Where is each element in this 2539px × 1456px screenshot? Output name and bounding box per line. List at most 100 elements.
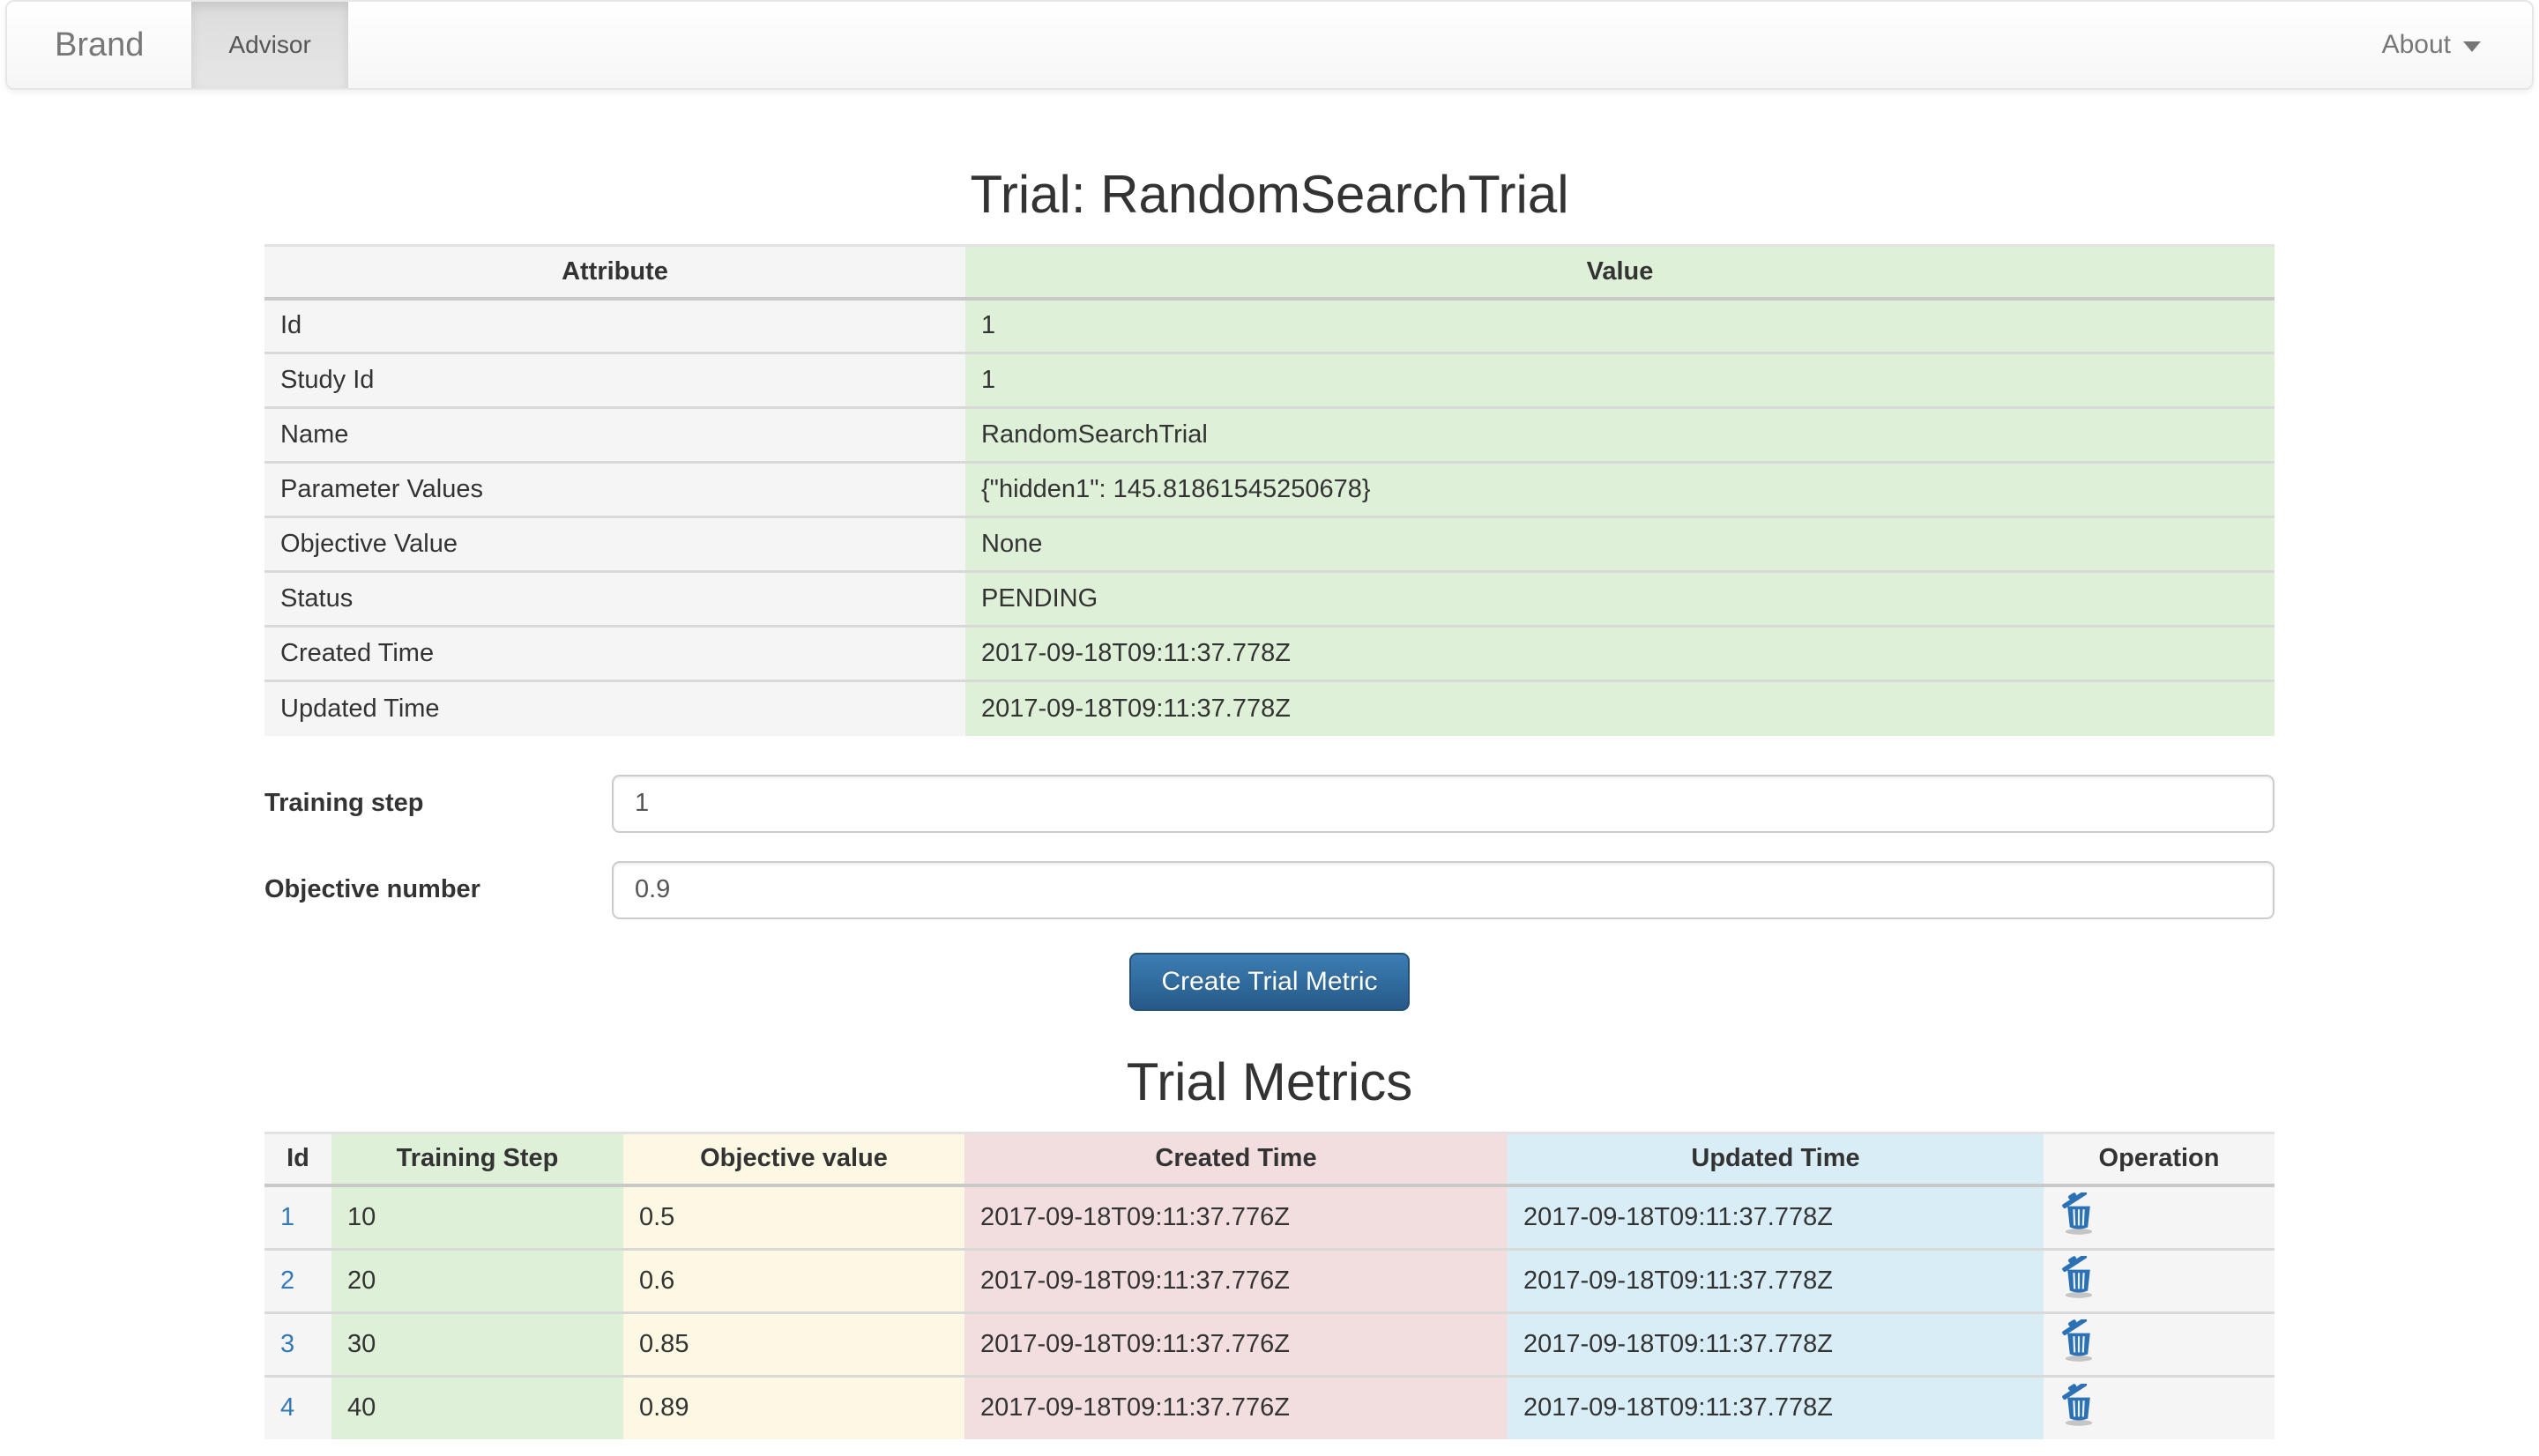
metric-objective-value-cell: 0.6 <box>623 1247 964 1312</box>
attribute-name-cell: Id <box>264 298 965 353</box>
metrics-operation-header: Operation <box>2044 1133 2275 1187</box>
objective-number-input[interactable] <box>612 860 2275 919</box>
main-content: Trial: RandomSearchTrial Attribute Value… <box>264 164 2275 1439</box>
attribute-row: Created Time 2017-09-18T09:11:37.778Z <box>264 625 2275 681</box>
metric-operation-cell <box>2044 1247 2275 1312</box>
attribute-name-cell: Objective Value <box>264 516 965 572</box>
brand-link[interactable]: Brand <box>55 26 145 63</box>
metrics-training-step-header: Training Step <box>331 1133 623 1187</box>
nav-tabs: Advisor <box>191 2 348 88</box>
metrics-updated-time-header: Updated Time <box>1508 1133 2044 1187</box>
metric-training-step-cell: 10 <box>331 1185 623 1249</box>
metric-created-time-cell: 2017-09-18T09:11:37.776Z <box>964 1247 1508 1312</box>
trial-metrics-title: Trial Metrics <box>1126 1051 1413 1111</box>
submit-row: Create Trial Metric <box>264 952 2275 1011</box>
value-column-header: Value <box>965 245 2275 301</box>
nav-tab-advisor-label: Advisor <box>228 31 311 58</box>
attribute-value-cell: 2017-09-18T09:11:37.778Z <box>965 625 2275 681</box>
metrics-header-row: Id Training Step Objective value Created… <box>264 1133 2275 1187</box>
delete-metric-button[interactable] <box>2059 1253 2098 1298</box>
metric-training-step-cell: 40 <box>331 1374 623 1439</box>
training-step-label: Training step <box>264 789 424 817</box>
metric-updated-time-cell: 2017-09-18T09:11:37.778Z <box>1508 1185 2044 1249</box>
metrics-objective-value-header: Objective value <box>623 1133 964 1187</box>
trial-attribute-table-head: Attribute Value <box>264 245 2275 301</box>
metric-objective-value-cell: 0.89 <box>623 1374 964 1439</box>
delete-metric-button[interactable] <box>2059 1317 2098 1362</box>
metric-row: 4 40 0.89 2017-09-18T09:11:37.776Z 2017-09-1… <box>264 1374 2275 1439</box>
metric-row: 1 10 0.5 2017-09-18T09:11:37.776Z 2017-09-18… <box>264 1185 2275 1249</box>
metric-id-link[interactable]: 2 <box>280 1266 295 1295</box>
trash-icon <box>2062 1253 2093 1298</box>
attribute-value-cell: RandomSearchTrial <box>965 406 2275 463</box>
metric-updated-time-cell: 2017-09-18T09:11:37.778Z <box>1508 1374 2044 1439</box>
metric-created-time-cell: 2017-09-18T09:11:37.776Z <box>964 1311 1508 1376</box>
metric-row: 2 20 0.6 2017-09-18T09:11:37.776Z 2017-09-18… <box>264 1247 2275 1312</box>
about-dropdown-label: About <box>2381 30 2451 59</box>
create-trial-metric-button[interactable]: Create Trial Metric <box>1129 952 1410 1011</box>
delete-metric-button[interactable] <box>2059 1381 2098 1426</box>
metric-id-cell: 4 <box>264 1374 331 1439</box>
caret-down-icon <box>2463 41 2481 52</box>
metric-id-cell: 1 <box>264 1185 331 1249</box>
delete-metric-button[interactable] <box>2059 1191 2098 1236</box>
metric-id-cell: 2 <box>264 1247 331 1312</box>
metrics-created-time-header: Created Time <box>964 1133 1508 1187</box>
trial-metrics-table: Id Training Step Objective value Created… <box>264 1131 2275 1439</box>
metric-objective-value-cell: 0.85 <box>623 1311 964 1376</box>
attribute-value-cell: 1 <box>965 352 2275 408</box>
objective-number-form-row: Objective number <box>264 860 2275 919</box>
metric-updated-time-cell: 2017-09-18T09:11:37.778Z <box>1508 1311 2044 1376</box>
metric-operation-cell <box>2044 1311 2275 1376</box>
trash-icon <box>2062 1191 2093 1236</box>
attribute-name-cell: Name <box>264 406 965 463</box>
metric-row: 3 30 0.85 2017-09-18T09:11:37.776Z 2017-09-1… <box>264 1311 2275 1376</box>
page-title: Trial: RandomSearchTrial <box>970 165 1569 224</box>
objective-number-label: Objective number <box>264 875 480 903</box>
attribute-name-cell: Parameter Values <box>264 461 965 517</box>
attribute-row: Status PENDING <box>264 570 2275 627</box>
metric-training-step-cell: 20 <box>331 1247 623 1312</box>
attribute-row: Parameter Values {"hidden1": 145.81861545… <box>264 461 2275 517</box>
trial-metrics-table-head: Id Training Step Objective value Created… <box>264 1133 2275 1187</box>
metric-training-step-cell: 30 <box>331 1311 623 1376</box>
attribute-row: Id 1 <box>264 298 2275 353</box>
trash-icon <box>2062 1317 2093 1362</box>
trial-attribute-table: Attribute Value Id 1 Study Id 1 Name RandomSe… <box>264 244 2275 736</box>
navbar: Brand Advisor About <box>5 0 2534 90</box>
attribute-row: Objective Value None <box>264 516 2275 572</box>
trash-icon <box>2062 1381 2093 1426</box>
metric-id-link[interactable]: 4 <box>280 1393 295 1423</box>
training-step-input[interactable] <box>612 774 2275 833</box>
nav-tab-advisor[interactable]: Advisor <box>191 2 348 88</box>
attribute-name-cell: Created Time <box>264 625 965 681</box>
trial-attribute-table-body: Id 1 Study Id 1 Name RandomSearchTrial Paramet… <box>264 298 2275 736</box>
attribute-row: Study Id 1 <box>264 352 2275 408</box>
training-step-form-row: Training step <box>264 774 2275 833</box>
metrics-id-header: Id <box>264 1133 331 1187</box>
attribute-header-row: Attribute Value <box>264 245 2275 301</box>
attribute-name-cell: Updated Time <box>264 680 965 736</box>
attribute-value-cell: None <box>965 516 2275 572</box>
attribute-name-cell: Status <box>264 570 965 627</box>
attribute-value-cell: {"hidden1": 145.81861545250678} <box>965 461 2275 517</box>
metric-objective-value-cell: 0.5 <box>623 1185 964 1249</box>
metric-created-time-cell: 2017-09-18T09:11:37.776Z <box>964 1185 1508 1249</box>
metric-operation-cell <box>2044 1185 2275 1249</box>
attribute-value-cell: PENDING <box>965 570 2275 627</box>
metric-operation-cell <box>2044 1374 2275 1439</box>
about-dropdown[interactable]: About <box>2382 30 2481 60</box>
trial-metrics-table-body: 1 10 0.5 2017-09-18T09:11:37.776Z 2017-09-18… <box>264 1185 2275 1439</box>
navbar-right: About <box>2382 2 2532 88</box>
metric-id-link[interactable]: 1 <box>280 1202 295 1231</box>
attribute-column-header: Attribute <box>264 245 965 301</box>
attribute-value-cell: 2017-09-18T09:11:37.778Z <box>965 680 2275 736</box>
metric-created-time-cell: 2017-09-18T09:11:37.776Z <box>964 1374 1508 1439</box>
attribute-value-cell: 1 <box>965 298 2275 353</box>
attribute-name-cell: Study Id <box>264 352 965 408</box>
metric-id-cell: 3 <box>264 1311 331 1376</box>
metric-updated-time-cell: 2017-09-18T09:11:37.778Z <box>1508 1247 2044 1312</box>
metric-id-link[interactable]: 3 <box>280 1329 295 1358</box>
attribute-row: Updated Time 2017-09-18T09:11:37.778Z <box>264 680 2275 736</box>
attribute-row: Name RandomSearchTrial <box>264 406 2275 463</box>
